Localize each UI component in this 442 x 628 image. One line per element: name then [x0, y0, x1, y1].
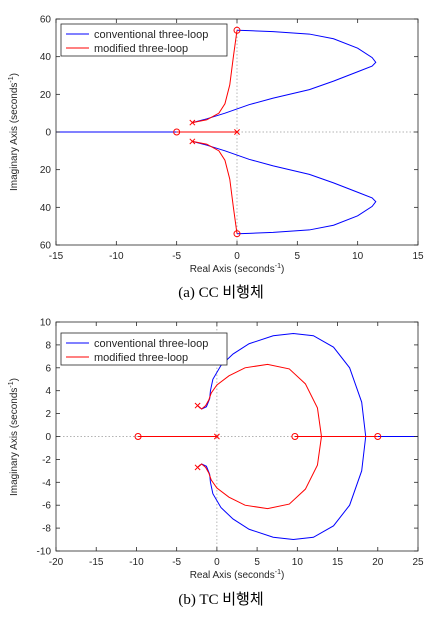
y-tick-label: 20	[40, 90, 52, 101]
chart-b: -20 -15 -10 -5 0 5 10 15 20 251086420-2-4-6-8-10R…	[8, 318, 424, 609]
x-axis-label-text: Real Axis (seconds	[190, 264, 275, 275]
locus-branch	[197, 436, 322, 510]
zero-marker	[233, 230, 241, 238]
locus-branch	[192, 29, 377, 124]
legend-label: modified three-loop	[94, 43, 188, 55]
x-tick-label: 10	[292, 557, 304, 568]
x-tick-label: 5	[295, 251, 301, 262]
x-tick-label: 15	[412, 251, 424, 262]
x-tick-label: -5	[172, 557, 181, 568]
y-axis-label-close: )	[9, 73, 20, 76]
locus-branch	[197, 363, 322, 437]
chart-a: -15 -10 -5 0 5 10 15 60 40 20 0 20 40 60 Real Axis (se…	[8, 15, 424, 302]
y-axis-label: Imaginary Axis (seconds-1)	[8, 73, 20, 191]
y-tick-label: 60	[40, 241, 52, 252]
y-tick-label: 4	[45, 386, 51, 397]
zero-marker	[233, 26, 241, 34]
y-axis-label-close: )	[9, 378, 20, 381]
pole-marker	[234, 129, 240, 135]
y-axis-label-text: Imaginary Axis (seconds	[9, 83, 20, 191]
pole-marker	[189, 138, 196, 145]
legend-label: conventional three-loop	[94, 338, 208, 350]
zero-marker	[291, 433, 299, 440]
x-tick-label: 15	[332, 557, 344, 568]
y-tick-label: -10	[37, 547, 52, 558]
y-axis-label-exponent: -1	[8, 76, 15, 82]
x-tick-label: -10	[129, 557, 144, 568]
y-tick-label: 60	[40, 15, 52, 26]
x-axis-label-text: Real Axis (seconds	[190, 570, 275, 581]
zero-marker	[173, 128, 181, 136]
legend-box	[60, 332, 228, 366]
x-tick-label: -10	[109, 251, 124, 262]
zero-marker	[374, 433, 382, 440]
locus-branch	[192, 140, 238, 234]
x-tick-label: 10	[352, 251, 364, 262]
y-axis-label-text: Imaginary Axis (seconds	[9, 388, 20, 496]
locus-branch	[197, 332, 367, 437]
legend: conventional three-loop modified three-lo…	[60, 23, 228, 57]
x-tick-label: -20	[49, 557, 64, 568]
zero-marker	[134, 433, 142, 440]
x-axis-label-close: )	[281, 570, 284, 581]
legend: conventional three-loop modified three-lo…	[60, 332, 228, 366]
x-axis-label-close: )	[281, 264, 284, 275]
y-tick-label: -2	[42, 455, 51, 466]
pole-marker	[194, 402, 201, 409]
figure-caption: (a) CC 비행체	[178, 284, 264, 301]
x-tick-label: -15	[89, 557, 104, 568]
y-tick-label: 0	[45, 128, 51, 139]
y-tick-label: 10	[40, 318, 52, 329]
x-tick-label: 5	[254, 557, 260, 568]
legend-box	[60, 23, 228, 57]
y-tick-label: -6	[42, 501, 51, 512]
y-tick-label: 2	[45, 409, 51, 420]
figure-caption: (b) TC 비행체	[178, 591, 263, 608]
y-axis-label-exponent: -1	[8, 381, 15, 387]
pole-marker	[194, 464, 201, 471]
x-axis-label: Real Axis (seconds-1)	[190, 569, 285, 581]
y-tick-label: -8	[42, 524, 51, 535]
x-tick-label: 0	[214, 557, 220, 568]
y-tick-label: -4	[42, 478, 51, 489]
y-tick-label: 40	[40, 52, 52, 63]
locus-branch	[192, 30, 238, 124]
y-axis-label: Imaginary Axis (seconds-1)	[8, 378, 20, 496]
x-tick-label: -5	[172, 251, 181, 262]
pole-marker	[213, 433, 220, 440]
y-tick-label: 8	[45, 340, 51, 351]
x-axis-label-exponent: -1	[275, 263, 281, 270]
y-tick-label: 0	[45, 432, 51, 443]
x-tick-label: -15	[49, 251, 64, 262]
pole-marker	[189, 119, 196, 126]
x-tick-label: 0	[234, 251, 240, 262]
x-axis-label: Real Axis (seconds-1)	[190, 263, 285, 275]
y-tick-label: 40	[40, 203, 52, 214]
y-tick-label: 6	[45, 363, 51, 374]
locus-branch	[197, 436, 367, 541]
x-tick-label: 20	[372, 557, 384, 568]
x-axis-label-exponent: -1	[275, 569, 281, 576]
locus-branch	[192, 140, 377, 235]
y-tick-label: 20	[40, 165, 52, 176]
x-tick-label: 25	[412, 557, 424, 568]
legend-label: modified three-loop	[94, 352, 188, 364]
legend-label: conventional three-loop	[94, 29, 208, 41]
